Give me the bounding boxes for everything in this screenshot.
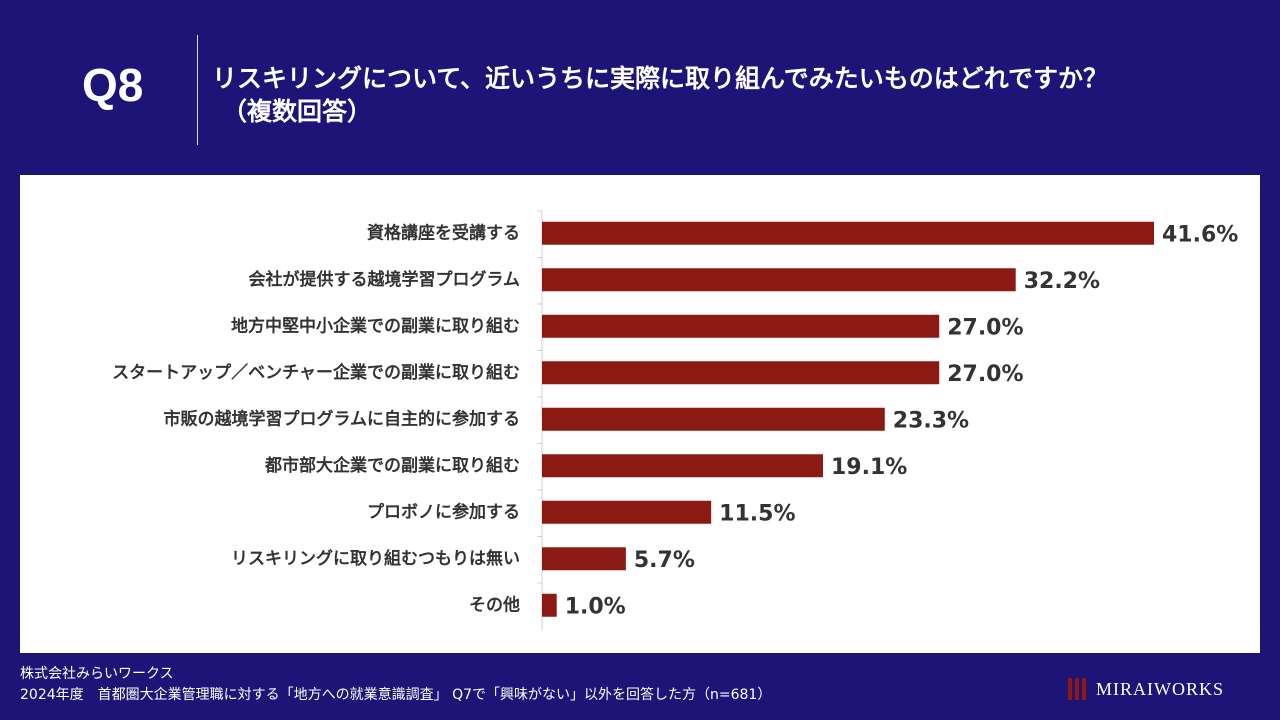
bar-chart: 資格講座を受講する 41.6% 会社が提供する越境学習プログラム 32.2% 地方中堅中… (112, 210, 1238, 630)
category-label: 都市部大企業での副業に取り組む (264, 455, 520, 476)
data-label: 19.1% (831, 455, 907, 480)
chart-panel: 資格講座を受講する 41.6% 会社が提供する越境学習プログラム 32.2% 地方中堅中… (20, 175, 1260, 653)
category-label: その他 (469, 594, 520, 615)
category-label: 地方中堅中小企業での副業に取り組む (231, 315, 520, 336)
category-label: プロボノに参加する (367, 501, 520, 522)
data-label: 1.0% (565, 594, 626, 619)
bar (542, 361, 940, 385)
data-label: 41.6% (1162, 222, 1238, 247)
category-label: 資格講座を受講する (367, 222, 520, 243)
bar (542, 407, 885, 431)
bar (542, 547, 626, 571)
page-title: リスキリングについて、近いうちに実際に取り組んでみたいものはどれですか？ （複数… (212, 62, 1252, 128)
logo-mark-icon (1068, 678, 1086, 700)
category-label: スタートアップ／ベンチャー企業での副業に取り組む (112, 362, 520, 383)
title-line-1: リスキリングについて、近いうちに実際に取り組んでみたいものはどれですか？ (212, 64, 1109, 93)
category-label: リスキリングに取り組むつもりは無い (231, 548, 520, 569)
data-label: 32.2% (1024, 269, 1100, 294)
footer-source: 2024年度 首都圏大企業管理職に対する「地方への就業意識調査」 Q7で「興味が… (20, 687, 772, 703)
question-number: Q8 (82, 59, 144, 111)
data-label: 27.0% (947, 315, 1023, 340)
footer: 株式会社みらいワークス 2024年度 首都圏大企業管理職に対する「地方への就業意… (20, 664, 771, 706)
data-label: 27.0% (947, 362, 1023, 387)
category-label: 市販の越境学習プログラムに自主的に参加する (164, 408, 521, 429)
data-label: 11.5% (719, 501, 795, 526)
footer-company: 株式会社みらいワークス (20, 666, 174, 682)
bar (542, 454, 823, 478)
header-divider (197, 35, 198, 145)
bar (542, 500, 712, 524)
bar (542, 593, 557, 617)
data-label: 5.7% (634, 548, 695, 573)
logo-text: MIRAIWORKS (1096, 678, 1225, 699)
bar (542, 221, 1154, 245)
data-label: 23.3% (893, 408, 969, 433)
bar (542, 268, 1016, 292)
company-logo: MIRAIWORKS (1068, 676, 1224, 702)
title-line-2: （複数回答） (222, 97, 373, 126)
category-label: 会社が提供する越境学習プログラム (249, 269, 521, 290)
bar (542, 314, 940, 338)
